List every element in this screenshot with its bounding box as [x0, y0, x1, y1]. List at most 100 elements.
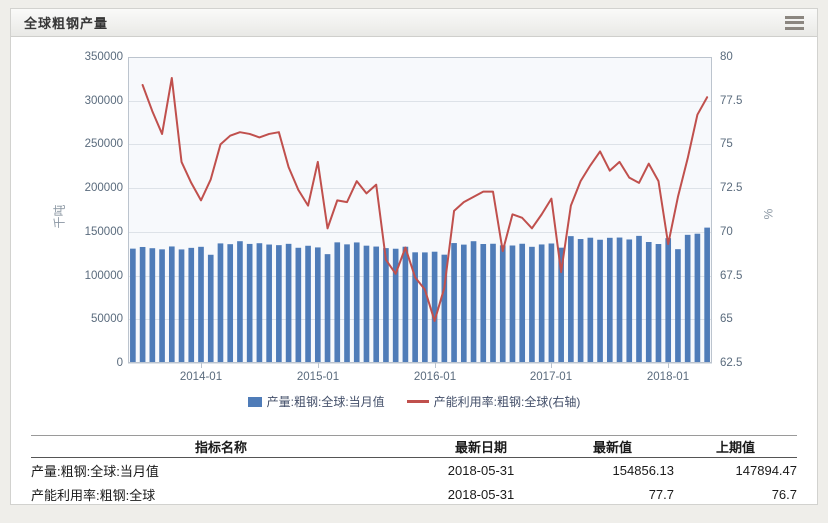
legend-label-utilization: 产能利用率:粗钢:全球(右轴) [433, 395, 581, 409]
right-tick-70: 70 [720, 226, 733, 238]
bar-2016-03[interactable] [451, 243, 457, 363]
x-tick-2016-01: 2016-01 [413, 371, 457, 383]
hamburger-menu-icon[interactable] [785, 15, 804, 30]
bar-2018-05[interactable] [704, 227, 710, 363]
chart-legend: 产量:粗钢:全球:当月值 产能利用率:粗钢:全球(右轴) [11, 393, 817, 410]
bar-2013-10[interactable] [168, 246, 175, 363]
right-tick-80: 80 [720, 51, 733, 63]
bar-2015-09[interactable] [392, 248, 399, 363]
bar-2018-04[interactable] [694, 233, 701, 363]
bar-2014-11[interactable] [295, 247, 302, 363]
bar-series-swatch [247, 396, 262, 407]
bar-2015-06[interactable] [363, 245, 370, 363]
bar-2016-02[interactable] [441, 254, 448, 363]
cell-r2-c1: 产能利用率:粗钢:全球 [31, 487, 156, 503]
bar-2014-09[interactable] [276, 245, 282, 363]
bar-2016-05[interactable] [470, 241, 477, 363]
right-tick-72.5: 72.5 [720, 182, 743, 194]
bar-2017-11[interactable] [645, 242, 652, 363]
table-header-row: 指标名称 最新日期 最新值 上期值 [31, 435, 797, 458]
bar-2016-04[interactable] [460, 244, 467, 363]
bar-2016-10[interactable] [519, 243, 526, 363]
bar-2018-03[interactable] [684, 234, 691, 363]
legend-item-production[interactable]: 产量:粗钢:全球:当月值 [247, 393, 385, 410]
header-latest-date: 最新日期 [411, 435, 551, 458]
bar-2013-08[interactable] [149, 248, 156, 363]
left-axis-title: 千吨 [52, 204, 67, 229]
bar-2015-01[interactable] [314, 247, 321, 363]
header-latest-value: 最新值 [551, 435, 674, 458]
left-tick-250000: 250000 [84, 138, 123, 150]
bar-2017-04[interactable] [577, 239, 584, 363]
steel-production-widget: 全球粗钢产量 千吨 % 350000 300000 250000 200000 1500… [10, 8, 818, 505]
cell-r1-c1: 产量:粗钢:全球:当月值 [31, 463, 159, 479]
utilization-line[interactable] [141, 76, 709, 323]
bar-2017-02[interactable] [558, 247, 564, 363]
bar-2015-08[interactable] [383, 248, 389, 363]
bar-2016-12[interactable] [538, 244, 545, 363]
bar-2014-01[interactable] [198, 246, 204, 363]
cell-r1-c2: 2018-05-31 [447, 462, 515, 478]
bar-2016-11[interactable] [529, 246, 535, 363]
left-tick-350000: 350000 [84, 51, 123, 63]
bar-2017-12[interactable] [655, 244, 662, 363]
bar-2013-06[interactable] [130, 248, 136, 363]
bar-2015-12[interactable] [422, 252, 428, 363]
bar-2016-01[interactable] [431, 251, 438, 363]
bar-2014-12[interactable] [305, 245, 311, 363]
bar-2018-02[interactable] [675, 249, 681, 363]
bar-2014-08[interactable] [266, 244, 272, 363]
x-tick-2014-01: 2014-01 [179, 371, 223, 383]
bar-2016-07[interactable] [490, 243, 496, 363]
bar-2017-05[interactable] [587, 237, 594, 363]
bar-2016-06[interactable] [480, 244, 487, 363]
indicator-table: 指标名称 最新日期 最新值 上期值 产量:粗钢:全球:当月值 2018-05-31… [31, 435, 797, 506]
widget-titlebar: 全球粗钢产量 [11, 9, 817, 37]
right-tick-75: 75 [720, 138, 733, 150]
bar-2017-10[interactable] [636, 235, 642, 363]
cell-r2-c3: 77.7 [648, 486, 674, 502]
bar-2015-02[interactable] [324, 254, 331, 363]
bar-2017-03[interactable] [568, 236, 574, 363]
x-tick-2017-01: 2017-01 [529, 371, 573, 383]
bar-2015-11[interactable] [412, 252, 418, 363]
legend-item-utilization[interactable]: 产能利用率:粗钢:全球(右轴) [406, 393, 581, 410]
bar-2014-03[interactable] [217, 243, 224, 363]
bar-2013-11[interactable] [178, 249, 185, 363]
bar-2013-12[interactable] [188, 247, 195, 363]
table-row-2: 产能利用率:粗钢:全球 2018-05-31 77.7 76.7 [31, 482, 797, 506]
bar-2017-09[interactable] [626, 239, 633, 363]
bar-2015-07[interactable] [373, 246, 380, 363]
bar-2015-04[interactable] [344, 244, 350, 363]
cell-r1-c3: 154856.13 [612, 462, 674, 478]
widget-title: 全球粗钢产量 [24, 16, 109, 31]
bar-2015-05[interactable] [353, 242, 360, 363]
bar-2018-01[interactable] [665, 238, 672, 363]
header-previous-value: 上期值 [674, 435, 797, 458]
bar-2016-09[interactable] [509, 245, 516, 364]
bar-2017-07[interactable] [606, 237, 613, 363]
left-tick-150000: 150000 [84, 226, 123, 238]
bar-2017-08[interactable] [616, 237, 623, 363]
bar-2015-03[interactable] [334, 242, 341, 363]
bar-2014-05[interactable] [237, 241, 243, 363]
bar-2016-08[interactable] [499, 245, 506, 363]
left-tick-100000: 100000 [84, 270, 123, 282]
cell-r2-c2: 2018-05-31 [447, 486, 515, 502]
bar-2015-10[interactable] [402, 246, 409, 363]
bar-2017-01[interactable] [548, 243, 555, 363]
bar-2014-07[interactable] [256, 243, 263, 363]
bar-2013-09[interactable] [159, 249, 165, 363]
bar-2017-06[interactable] [597, 239, 603, 363]
right-tick-65: 65 [720, 313, 733, 325]
bar-2014-06[interactable] [246, 243, 253, 363]
cell-r2-c4: 76.7 [771, 486, 797, 502]
bar-2014-02[interactable] [207, 254, 214, 363]
bar-2014-04[interactable] [227, 244, 234, 363]
bar-2014-10[interactable] [285, 243, 292, 363]
legend-label-production: 产量:粗钢:全球:当月值 [266, 395, 385, 409]
bar-2013-07[interactable] [139, 246, 146, 363]
table-row-1: 产量:粗钢:全球:当月值 2018-05-31 154856.13 147894.47 [31, 458, 797, 483]
left-tick-200000: 200000 [84, 182, 123, 194]
bar-line-chart [128, 57, 712, 368]
